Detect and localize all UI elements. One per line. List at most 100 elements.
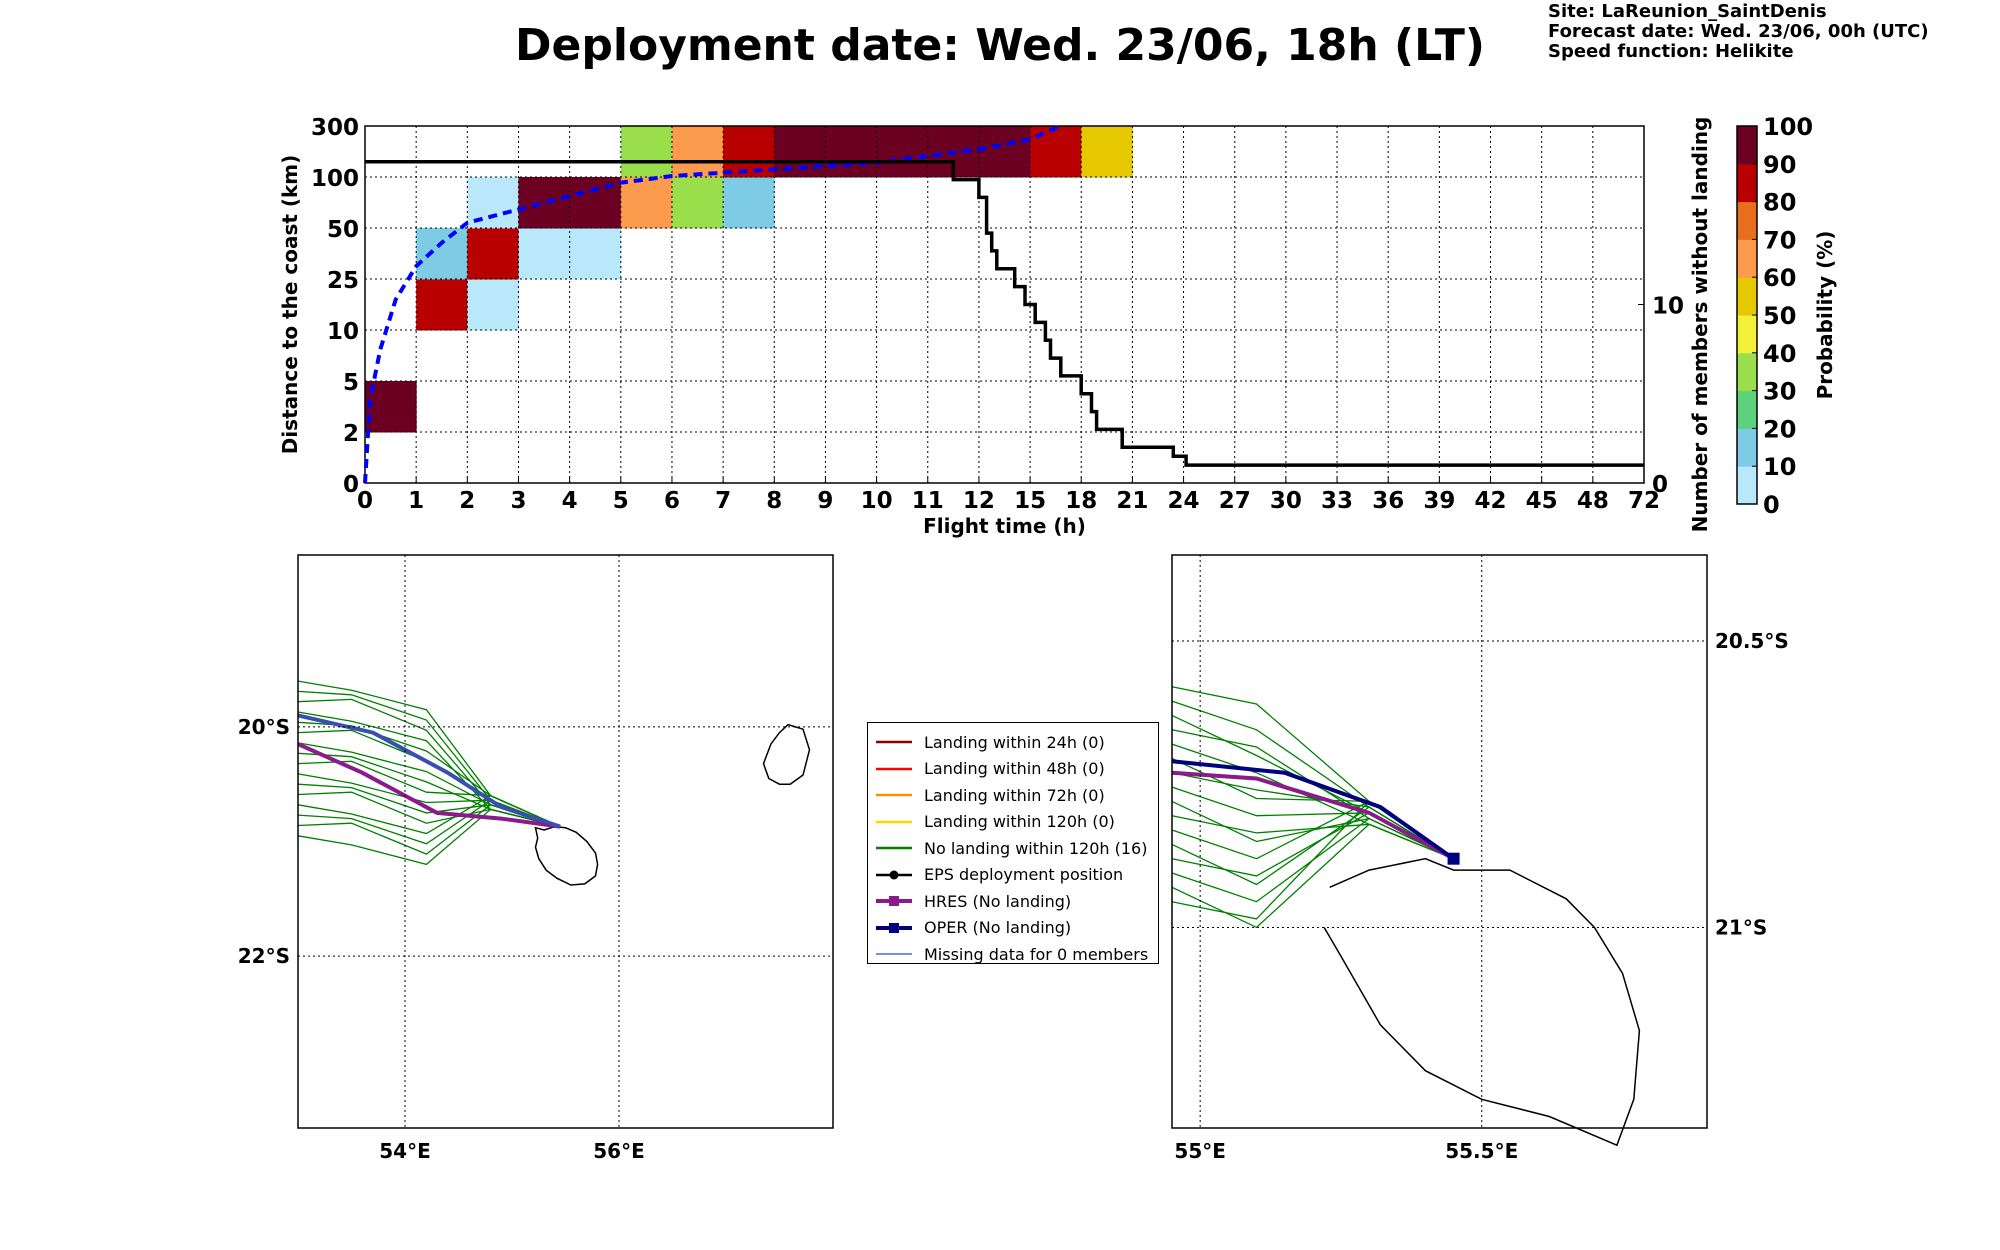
x-tick-label: 9 xyxy=(817,488,833,514)
map-frame xyxy=(1171,554,1708,1129)
y-tick-label: 25 xyxy=(327,268,359,294)
colorbar-tick-label: 0 xyxy=(1763,491,1780,519)
map-lon-label: 56°E xyxy=(593,1139,645,1163)
x-tick-label: 27 xyxy=(1219,488,1251,514)
map-lat-label: 21°S xyxy=(1715,915,1767,939)
member-trajectory xyxy=(297,799,561,845)
legend-label: Landing within 120h (0) xyxy=(924,812,1115,832)
member-trajectory xyxy=(1171,823,1454,929)
colorbar-tick-label: 10 xyxy=(1763,453,1796,481)
y2-tick-label: 10 xyxy=(1652,294,1684,320)
legend-item: EPS deployment position xyxy=(874,862,1152,889)
legend-swatch xyxy=(876,870,912,880)
heatmap-cell xyxy=(569,228,622,280)
legend-swatch xyxy=(876,896,912,907)
heatmap-cell xyxy=(467,228,519,280)
wide-map: 54°E 56°E 20°S 22°S xyxy=(238,554,834,1163)
legend-swatch xyxy=(876,953,912,955)
member-trajectory xyxy=(297,808,561,866)
colorbar-tick-label: 20 xyxy=(1763,415,1796,443)
colorbar-segment xyxy=(1737,315,1757,354)
y-tick-label: 300 xyxy=(311,115,359,141)
map-lon-label: 55.5°E xyxy=(1445,1139,1518,1163)
colorbar-segment xyxy=(1737,277,1757,316)
legend-item: HRES (No landing) xyxy=(874,888,1152,915)
map-lon-label: 54°E xyxy=(379,1139,431,1163)
legend-label: EPS deployment position xyxy=(924,865,1124,885)
legend-swatch xyxy=(876,794,912,797)
x-tick-label: 7 xyxy=(715,488,731,514)
heatmap-cell xyxy=(1081,126,1133,178)
legend-label: Missing data for 0 members xyxy=(924,944,1149,964)
legend-label: HRES (No landing) xyxy=(924,891,1072,911)
legend-item: No landing within 120h (16) xyxy=(874,835,1152,862)
legend-item: Missing data for 0 members xyxy=(874,941,1152,968)
colorbar-tick-label: 100 xyxy=(1763,113,1813,141)
colorbar-segment xyxy=(1737,390,1757,429)
legend-label: OPER (No landing) xyxy=(924,918,1072,938)
colorbar-tick-label: 50 xyxy=(1763,302,1796,330)
x-tick-label: 36 xyxy=(1372,488,1404,514)
colorbar-tick-label: 80 xyxy=(1763,189,1796,217)
x-tick-label: 45 xyxy=(1526,488,1558,514)
y2-axis-label: Number of members without landing xyxy=(1688,117,1712,533)
x-tick-label: 15 xyxy=(1014,488,1046,514)
y-tick-label: 10 xyxy=(327,319,359,345)
heatmap-cell xyxy=(416,279,468,331)
legend-label: Landing within 48h (0) xyxy=(924,759,1105,779)
chart-title: Deployment date: Wed. 23/06, 18h (LT) xyxy=(515,20,1485,71)
heatmap-cell xyxy=(569,177,622,229)
member-trajectory xyxy=(1171,806,1454,886)
forecast-date-label: Forecast date: Wed. 23/06, 00h (UTC) xyxy=(1548,21,1929,42)
x-tick-label: 33 xyxy=(1321,488,1353,514)
x-tick-label: 4 xyxy=(562,488,578,514)
map-lat-label: 20.5°S xyxy=(1715,629,1789,653)
colorbar-segment xyxy=(1737,352,1757,392)
heatmap-cell xyxy=(416,228,468,280)
colorbar: 0 10 20 30 40 50 60 70 80 90 100 Probability (%) xyxy=(1736,113,1837,519)
legend-item: Landing within 72h (0) xyxy=(874,782,1152,809)
y-tick-label: 2 xyxy=(343,421,359,447)
y-axis-label: Distance to the coast (km) xyxy=(278,155,302,455)
y-tick-label: 100 xyxy=(311,166,359,192)
x-tick-label: 24 xyxy=(1168,488,1200,514)
colorbar-label: Probability (%) xyxy=(1813,231,1837,400)
y-tick-label: 5 xyxy=(343,370,359,396)
heatmap-cell xyxy=(825,126,878,178)
legend-label: Landing within 72h (0) xyxy=(924,785,1105,805)
colorbar-segment xyxy=(1737,466,1757,505)
y-tick-label: 50 xyxy=(327,217,359,243)
legend-swatch xyxy=(876,741,912,744)
legend-dot xyxy=(889,870,899,880)
heatmap-cell xyxy=(518,228,571,280)
member-trajectory xyxy=(297,690,561,828)
x-tick-label: 1 xyxy=(408,488,424,514)
legend-item: Landing within 120h (0) xyxy=(874,809,1152,836)
x-tick-label: 3 xyxy=(510,488,526,514)
deployment-marker xyxy=(1447,852,1460,865)
hres-trajectory xyxy=(1171,770,1455,861)
heatmap-cell xyxy=(671,126,724,178)
x-tick-label: 48 xyxy=(1577,488,1609,514)
x-tick-label: 42 xyxy=(1475,488,1507,514)
x-axis-label: Flight time (h) xyxy=(923,514,1086,538)
colorbar-segment xyxy=(1737,428,1757,467)
x-tick-label: 2 xyxy=(459,488,475,514)
reunion-coastline xyxy=(534,825,599,886)
legend-swatch xyxy=(876,922,912,933)
heatmap-cell xyxy=(620,177,673,229)
x-tick-label: 5 xyxy=(613,488,629,514)
legend-item: Landing within 24h (0) xyxy=(874,729,1152,756)
member-trajectory xyxy=(297,773,561,828)
map-lat-label: 20°S xyxy=(238,715,290,739)
zoom-map: 55°E 55.5°E 20.5°S 21°S xyxy=(1171,554,1789,1163)
x-tick-label: 11 xyxy=(912,488,944,514)
map-lat-label: 22°S xyxy=(238,944,290,968)
map-frame xyxy=(297,554,834,1129)
x-tick-label: 10 xyxy=(861,488,893,514)
colorbar-tick-label: 30 xyxy=(1763,378,1796,406)
colorbar-tick-label: 90 xyxy=(1763,151,1796,179)
legend-swatch xyxy=(876,820,912,823)
colorbar-tick-label: 40 xyxy=(1763,340,1796,368)
